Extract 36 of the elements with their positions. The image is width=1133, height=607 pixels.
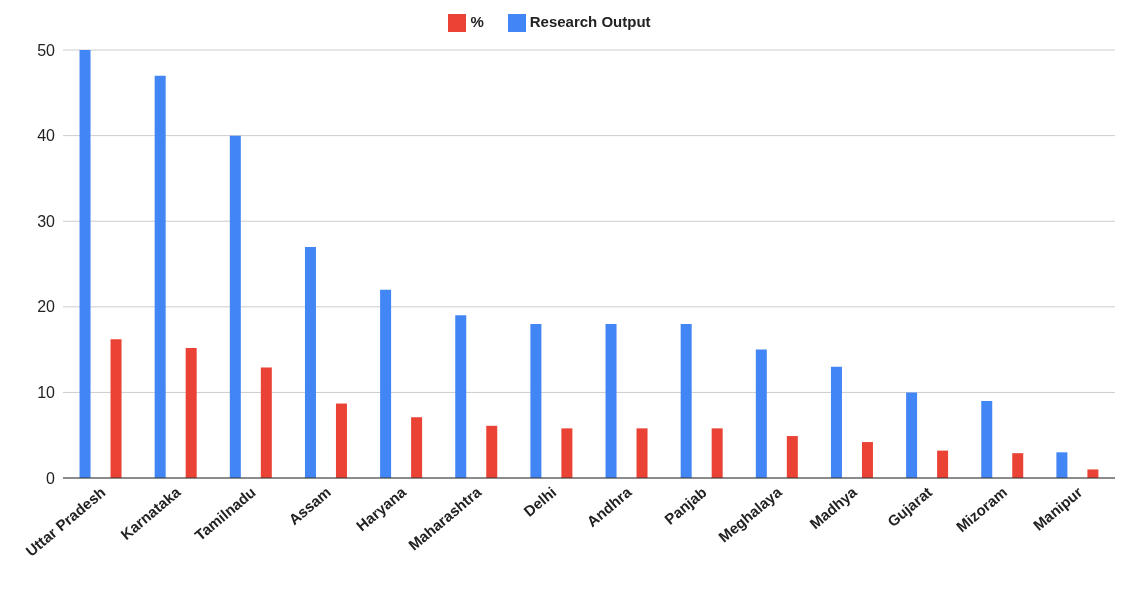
bar	[605, 323, 617, 478]
y-tick-label: 0	[46, 469, 56, 487]
bar	[154, 75, 166, 478]
bar	[861, 442, 873, 478]
y-tick-label: 10	[37, 384, 56, 402]
bar	[486, 425, 498, 478]
bar	[1056, 452, 1068, 478]
y-tick-label: 50	[37, 41, 56, 59]
bar	[755, 349, 767, 478]
bar	[937, 450, 949, 478]
bar	[530, 323, 542, 478]
y-tick-label: 20	[37, 298, 56, 316]
bar	[335, 403, 347, 478]
y-tick-label: 30	[37, 212, 56, 230]
bar	[455, 315, 467, 478]
bar	[906, 392, 918, 478]
bar	[380, 289, 392, 478]
bar	[561, 428, 573, 478]
bar	[411, 417, 423, 478]
legend-label: %	[470, 13, 484, 30]
bar	[260, 367, 272, 478]
bar	[981, 400, 993, 478]
bar	[711, 428, 723, 478]
bar	[110, 339, 122, 478]
bar	[229, 135, 241, 478]
bar	[786, 436, 798, 478]
bar	[830, 366, 842, 478]
y-tick-label: 40	[37, 127, 56, 145]
bar	[1012, 453, 1024, 478]
bar	[1087, 469, 1099, 478]
bar	[636, 428, 648, 478]
bar	[680, 323, 692, 478]
bar	[185, 347, 197, 478]
legend-label: Research Output	[529, 13, 651, 30]
bar	[79, 50, 91, 478]
bar	[304, 246, 316, 478]
